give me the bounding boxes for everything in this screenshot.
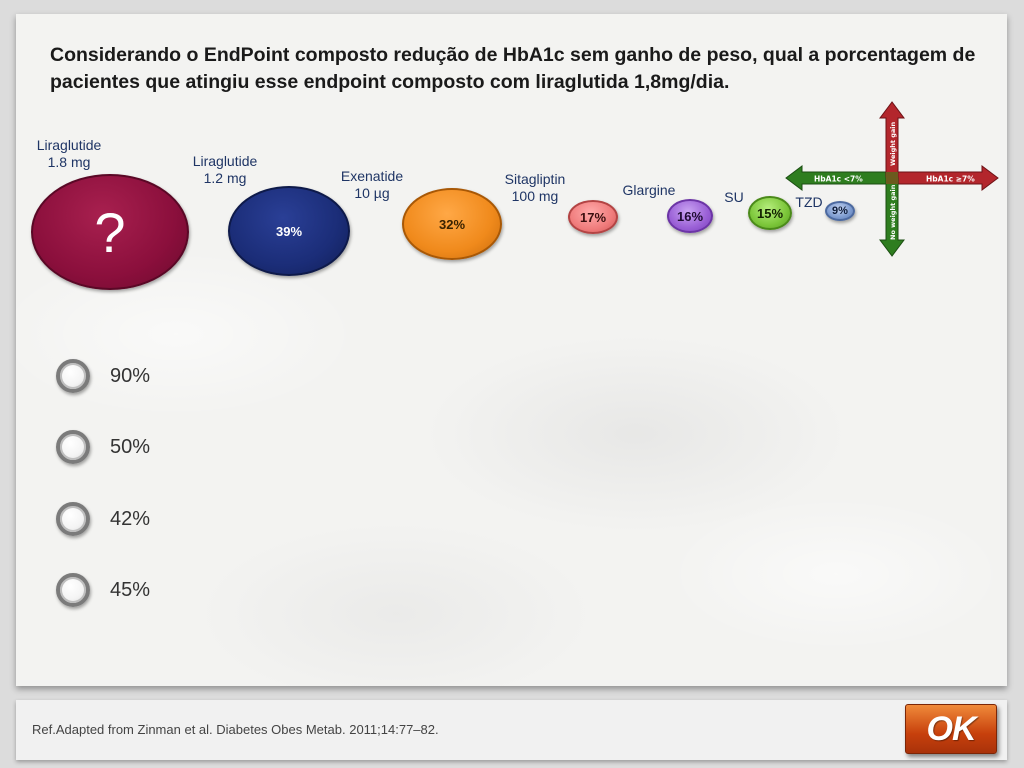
drug-label-su: SU	[719, 189, 749, 206]
drug-bubble-value: 32%	[438, 216, 466, 232]
drug-bubble-value: 15%	[756, 205, 784, 221]
drug-label-text: TZD	[795, 194, 823, 210]
drug-bubble-liraglutide-12: 39%	[228, 186, 350, 276]
drug-label-glargine: Glargine	[614, 182, 684, 199]
question-text: Considerando o EndPoint composto redução…	[50, 44, 976, 93]
answer-option-label: 45%	[110, 578, 151, 601]
drug-label-text: SU	[724, 189, 744, 205]
answer-option-2[interactable]: 50%	[56, 427, 150, 467]
drug-bubble-glargine: 16%	[667, 199, 713, 233]
weight-gain-text: Weight gain	[889, 122, 897, 166]
question-card: Considerando o EndPoint composto redução…	[16, 14, 1007, 686]
drug-bubble-sitagliptin: 17%	[568, 200, 618, 234]
drug-label-liraglutide-12: Liraglutide 1.2 mg	[180, 153, 270, 187]
drug-label-text: Glargine	[622, 182, 676, 198]
drug-label-text: Exenatide 10 µg	[340, 168, 404, 201]
drug-label-text: Liraglutide 1.8 mg	[36, 137, 102, 170]
answer-option-label: 42%	[110, 507, 151, 530]
reference-text: Ref.Adapted from Zinman et al. Diabetes …	[32, 722, 439, 737]
paper-texture	[16, 14, 1007, 686]
ok-button[interactable]: OK	[905, 704, 997, 754]
drug-bubble-value: ?	[94, 200, 126, 264]
drug-label-sitagliptin: Sitagliptin 100 mg	[493, 171, 577, 205]
answer-option-4[interactable]: 45%	[56, 570, 150, 610]
radio-button[interactable]	[56, 430, 90, 464]
radio-button[interactable]	[56, 502, 90, 536]
drug-bubble-tzd: 9%	[825, 201, 855, 221]
hba1c-lt7-text: HbA1c <7%	[814, 175, 863, 184]
drug-label-exenatide: Exenatide 10 µg	[332, 168, 412, 202]
drug-bubble-value: 16%	[676, 208, 704, 224]
drug-label-tzd: TZD	[791, 194, 827, 211]
ok-button-label: OK	[926, 709, 977, 748]
drug-label-text: Liraglutide 1.2 mg	[192, 153, 258, 186]
drug-label-liraglutide-18: Liraglutide 1.8 mg	[29, 137, 109, 171]
answer-option-1[interactable]: 90%	[56, 356, 150, 396]
answer-option-3[interactable]: 42%	[56, 499, 150, 539]
drug-bubble-value: 9%	[832, 205, 848, 217]
answer-option-label: 50%	[110, 435, 151, 458]
answer-option-label: 90%	[110, 364, 151, 387]
drug-label-text: Sitagliptin 100 mg	[504, 171, 566, 204]
drug-bubble-value: 17%	[579, 209, 607, 225]
drug-bubble-liraglutide-18: ?	[31, 174, 189, 290]
drug-bubble-value: 39%	[275, 223, 303, 239]
no-weight-gain-text: No weight gain	[889, 184, 897, 240]
radio-button[interactable]	[56, 359, 90, 393]
radio-button[interactable]	[56, 573, 90, 607]
hba1c-ge7-text: HbA1c ≥7%	[926, 175, 975, 184]
drug-bubble-exenatide: 32%	[402, 188, 502, 260]
drug-bubble-su: 15%	[748, 196, 792, 230]
footer-bar: Ref.Adapted from Zinman et al. Diabetes …	[16, 700, 1007, 760]
quadrant-arrows-icon: HbA1c <7% HbA1c ≥7% Weight gain No weigh…	[785, 101, 999, 257]
